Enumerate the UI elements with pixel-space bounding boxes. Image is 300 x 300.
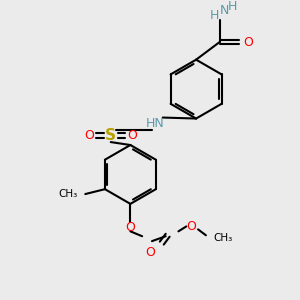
Text: H: H <box>228 0 237 13</box>
Text: O: O <box>125 221 135 234</box>
Text: CH₃: CH₃ <box>58 189 77 199</box>
Text: O: O <box>84 129 94 142</box>
Text: O: O <box>128 129 137 142</box>
Text: CH₃: CH₃ <box>214 233 233 243</box>
Text: O: O <box>243 35 253 49</box>
Text: O: O <box>145 246 155 260</box>
Text: O: O <box>186 220 196 233</box>
Text: N: N <box>220 4 229 17</box>
Text: H: H <box>210 9 219 22</box>
Text: HN: HN <box>146 117 164 130</box>
Text: S: S <box>105 128 116 143</box>
